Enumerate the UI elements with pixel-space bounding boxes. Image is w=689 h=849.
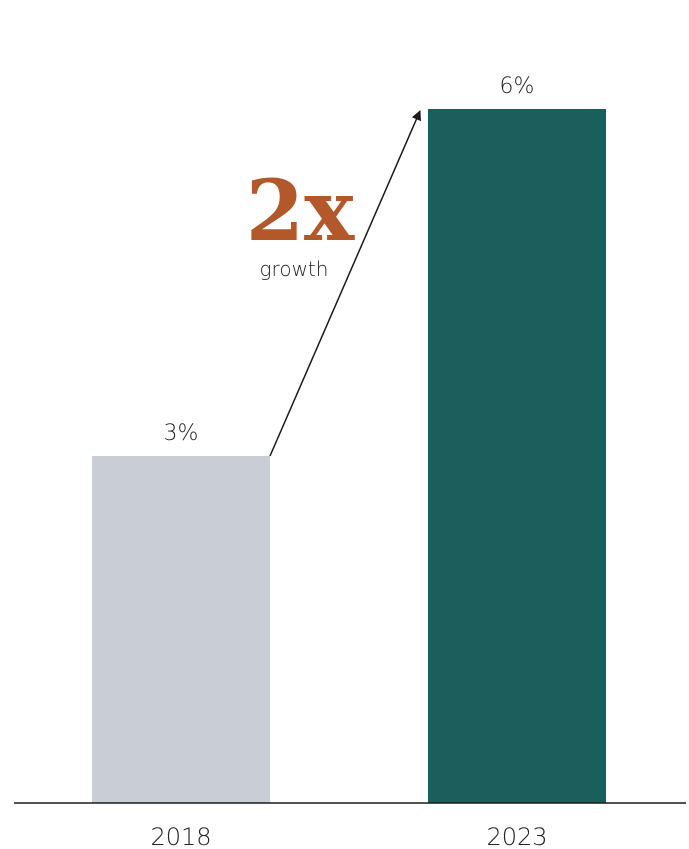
bar-2023: [428, 109, 606, 803]
bars-layer: [92, 109, 606, 803]
labels-layer: 3% 2018 6% 2023: [150, 74, 547, 849]
growth-multiplier-label: 2x: [246, 161, 355, 260]
x-tick-label-2018: 2018: [150, 823, 211, 849]
data-label-2018: 3%: [164, 421, 199, 446]
growth-caption-label: growth: [260, 257, 329, 281]
bar-2018: [92, 456, 270, 803]
growth-arrow: [269, 110, 421, 457]
x-tick-label-2023: 2023: [486, 823, 547, 849]
data-label-2023: 6%: [500, 74, 535, 99]
